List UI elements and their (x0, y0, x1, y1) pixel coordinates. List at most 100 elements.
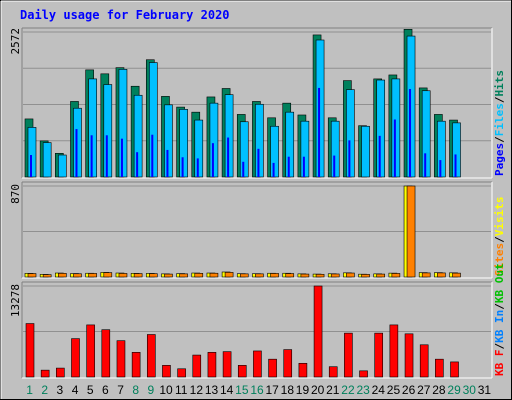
bar-sites (209, 272, 219, 278)
side-legend-part: Files (493, 103, 506, 136)
bar-pages (196, 158, 199, 177)
bar-files (58, 154, 67, 178)
bar-sites (346, 272, 355, 278)
bar-kbf (116, 340, 126, 378)
bar-pages (136, 152, 139, 177)
bar-files (255, 103, 264, 178)
bar-pages (348, 140, 351, 177)
bar-pages (409, 89, 412, 177)
bar-kbf (298, 362, 308, 378)
bar-pages (166, 149, 169, 177)
bar-kbf (435, 358, 444, 378)
day-label-18: 18 (281, 383, 295, 397)
day-label-6: 6 (102, 383, 109, 397)
side-legend-part: / (493, 136, 506, 143)
bar-sites (421, 272, 431, 278)
day-label-16: 16 (250, 383, 264, 397)
side-legend-part: / (493, 96, 506, 103)
bar-sites (148, 273, 158, 278)
bar-sites (194, 273, 204, 278)
bar-pages (90, 135, 93, 177)
bar-kbf (71, 338, 80, 378)
day-label-1: 1 (26, 383, 33, 397)
bar-kbf (222, 351, 232, 378)
day-label-22: 22 (341, 383, 355, 397)
day-label-30: 30 (463, 383, 477, 397)
bar-kbf (268, 358, 277, 378)
bar-pages (75, 129, 78, 177)
bar-kbf (56, 367, 65, 378)
day-label-25: 25 (387, 383, 401, 397)
day-label-9: 9 (148, 383, 155, 397)
bar-kbf (450, 361, 459, 378)
bar-kbf (344, 332, 353, 378)
bar-pages (211, 143, 214, 177)
bar-files (42, 142, 52, 178)
bar-kbf (359, 370, 368, 378)
y-axis-labels: 2572 870 13278 (9, 28, 22, 317)
bar-pages (424, 153, 427, 177)
day-label-23: 23 (356, 383, 370, 397)
visits-sites-panel (22, 182, 492, 278)
day-label-3: 3 (57, 383, 64, 397)
side-legend-part: Visits (493, 197, 506, 237)
side-legend-part: KB Out (493, 263, 506, 303)
bar-sites (239, 273, 249, 278)
bar-sites (391, 273, 401, 278)
bar-kbf (25, 323, 35, 378)
bar-sites (315, 273, 325, 278)
bar-sites (118, 273, 128, 278)
bar-sites (179, 273, 188, 278)
day-label-15: 15 (235, 383, 249, 397)
bar-pages (454, 154, 457, 177)
bar-kbf (313, 285, 323, 378)
day-label-31: 31 (478, 383, 492, 397)
bar-pages (120, 138, 123, 177)
day-label-19: 19 (296, 383, 310, 397)
kbytes-ymax-label: 13278 (9, 284, 22, 317)
bar-kbf (146, 334, 156, 378)
bar-pages (393, 119, 396, 177)
bar-sites (42, 274, 52, 278)
bar-sites (330, 273, 340, 278)
side-legend-part: Sites (493, 243, 506, 276)
day-label-7: 7 (117, 383, 124, 397)
bar-pages (151, 134, 154, 177)
day-label-13: 13 (205, 383, 219, 397)
bar-kbf (419, 344, 429, 378)
bar-kbf (404, 333, 414, 378)
bar-kbf (207, 352, 217, 378)
bar-kbf (283, 349, 293, 378)
bar-kbf (192, 354, 202, 378)
bar-sites (437, 272, 446, 278)
bar-kbf (162, 365, 171, 378)
side-legend-part: / (493, 236, 506, 243)
day-label-27: 27 (417, 383, 431, 397)
bar-sites (73, 273, 82, 278)
side-legend-part: Pages (493, 143, 506, 176)
bar-pages (272, 162, 275, 177)
day-label-11: 11 (175, 383, 188, 397)
bar-pages (181, 157, 184, 177)
bar-sites (58, 273, 67, 278)
day-label-28: 28 (432, 383, 446, 397)
bar-sites (164, 273, 173, 278)
bar-sites (224, 272, 234, 278)
bar-kbf (374, 332, 384, 378)
bar-sites (27, 273, 37, 278)
bar-sites (270, 273, 279, 278)
bar-pages (30, 155, 32, 177)
bar-pages (257, 148, 260, 177)
bar-kbf (40, 369, 50, 378)
bar-kbf (389, 324, 399, 378)
bar-sites (376, 273, 386, 278)
bar-sites (300, 273, 310, 278)
visits-sites-ymax-label: 870 (9, 184, 22, 204)
day-label-4: 4 (72, 383, 79, 397)
bar-kbf (86, 324, 95, 378)
hits-files-pages-ymax-label: 2572 (9, 28, 22, 55)
day-label-26: 26 (402, 383, 416, 397)
bar-pages (439, 160, 442, 177)
